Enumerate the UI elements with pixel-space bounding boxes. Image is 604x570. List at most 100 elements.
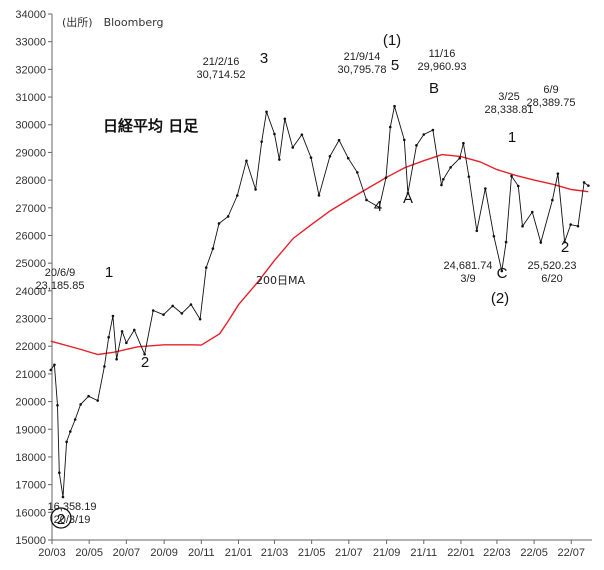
y-tick-label: 17000 bbox=[15, 480, 46, 492]
price-point bbox=[189, 303, 193, 306]
price-point bbox=[120, 330, 124, 333]
y-tick-label: 21000 bbox=[15, 369, 46, 381]
wave-label: A bbox=[403, 190, 413, 207]
x-tick-label: 22/03 bbox=[483, 547, 511, 559]
price-point bbox=[484, 187, 487, 190]
price-point bbox=[283, 117, 287, 121]
ma-series-label: 200日MA bbox=[256, 274, 305, 287]
price-point bbox=[87, 394, 90, 398]
price-point bbox=[422, 133, 426, 136]
price-point bbox=[61, 495, 65, 499]
y-tick-label: 15000 bbox=[15, 535, 46, 547]
x-tick-label: 21/07 bbox=[335, 547, 363, 559]
x-tick-label: 21/11 bbox=[410, 547, 437, 559]
price-point bbox=[346, 156, 350, 160]
price-point bbox=[539, 241, 543, 244]
annotation-text: 20/3/19 bbox=[54, 514, 91, 526]
price-line bbox=[50, 106, 589, 498]
price-point bbox=[449, 166, 452, 169]
price-point bbox=[171, 304, 174, 308]
price-point bbox=[393, 104, 396, 108]
price-point bbox=[235, 194, 239, 197]
price-point bbox=[291, 146, 295, 149]
y-tick-label: 19000 bbox=[15, 424, 46, 436]
price-point bbox=[162, 313, 165, 316]
y-tick-label: 32000 bbox=[15, 64, 46, 76]
annotation-text: 3/9 bbox=[460, 273, 475, 285]
axes: 15000 16000 17000 18000 19000 20000 21000 22000… bbox=[15, 9, 592, 559]
y-tick-label: 20000 bbox=[15, 397, 46, 409]
price-point bbox=[388, 125, 392, 129]
annotation-text: 24,681.74 bbox=[444, 260, 493, 272]
price-point bbox=[530, 210, 534, 214]
annotation-text: 28,338.81 bbox=[485, 104, 534, 116]
wave-circle bbox=[50, 507, 72, 529]
x-tick-label: 21/09 bbox=[373, 547, 401, 559]
x-tick-label: 22/01 bbox=[447, 547, 475, 559]
y-tick-label: 25000 bbox=[15, 258, 46, 270]
wave-label: B bbox=[429, 80, 439, 97]
price-point bbox=[556, 172, 560, 175]
x-tick-label: 21/03 bbox=[261, 547, 289, 559]
y-tick-label: 27000 bbox=[15, 203, 46, 215]
price-point bbox=[356, 171, 359, 174]
annotation-text: 29,960.93 bbox=[418, 61, 467, 73]
price-point bbox=[245, 159, 248, 163]
annotation-text: 6/20 bbox=[541, 273, 562, 285]
wave-label: 3 bbox=[260, 50, 268, 67]
price-point bbox=[582, 181, 586, 184]
price-point bbox=[551, 198, 554, 202]
x-tick-label: 22/07 bbox=[558, 547, 586, 559]
price-point bbox=[217, 222, 221, 225]
price-point bbox=[377, 206, 381, 209]
price-point bbox=[132, 328, 136, 332]
price-point bbox=[53, 363, 56, 367]
price-point bbox=[510, 174, 513, 178]
price-point bbox=[68, 430, 72, 433]
price-point bbox=[406, 191, 410, 195]
wave-label-bottom: (2) bbox=[491, 290, 509, 307]
y-tick-label: 26000 bbox=[15, 230, 46, 242]
annotation-text: 6/9 bbox=[543, 84, 558, 96]
wave-label: 2 bbox=[141, 354, 149, 371]
y-tick-label: 24000 bbox=[15, 286, 46, 298]
price-point bbox=[96, 399, 100, 402]
wave-label: 2 bbox=[57, 511, 65, 528]
price-point bbox=[300, 133, 304, 136]
price-point bbox=[79, 403, 82, 406]
price-point bbox=[504, 240, 508, 244]
price-point bbox=[492, 235, 496, 238]
wave-label-top: (1) bbox=[383, 32, 401, 49]
wave-label: 1 bbox=[508, 129, 516, 146]
y-tick-label: 33000 bbox=[15, 37, 46, 49]
price-point bbox=[415, 144, 418, 147]
price-point bbox=[211, 247, 215, 250]
price-point bbox=[278, 158, 281, 161]
annotation-text: 21/2/16 bbox=[203, 56, 240, 68]
annotation-text: 25,520.23 bbox=[528, 260, 577, 272]
moving-average-layer bbox=[50, 153, 589, 356]
price-point bbox=[125, 341, 128, 345]
price-point bbox=[265, 110, 268, 114]
x-tick-label: 20/11 bbox=[188, 547, 215, 559]
price-point bbox=[58, 471, 61, 474]
x-tick-label: 20/05 bbox=[75, 547, 103, 559]
annotation-text: 3/25 bbox=[498, 91, 519, 103]
y-tick-label: 34000 bbox=[15, 9, 46, 21]
price-point bbox=[500, 269, 504, 273]
price-point bbox=[151, 309, 155, 312]
price-point bbox=[204, 266, 208, 269]
y-tick-label: 23000 bbox=[15, 314, 46, 326]
price-point bbox=[384, 176, 388, 179]
price-point bbox=[260, 140, 263, 143]
annotation-text: 16,358.19 bbox=[48, 501, 97, 513]
price-point bbox=[180, 312, 184, 315]
price-point bbox=[587, 184, 590, 187]
price-point bbox=[441, 178, 445, 181]
wave-label: 5 bbox=[391, 57, 399, 74]
price-point bbox=[475, 229, 479, 233]
wave-label: 4 bbox=[374, 198, 382, 215]
price-point bbox=[563, 240, 566, 244]
annotation-text: 28,389.75 bbox=[527, 97, 576, 109]
